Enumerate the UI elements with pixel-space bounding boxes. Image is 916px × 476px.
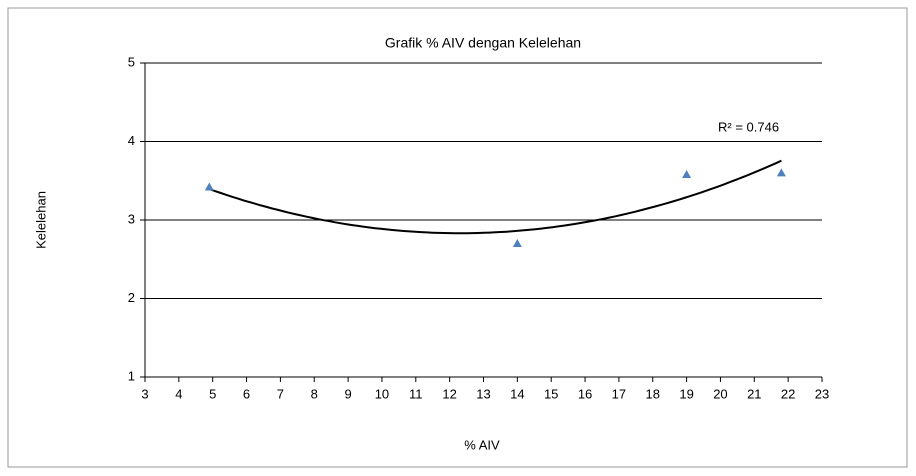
point: [512, 239, 522, 248]
x-tick-label: 8: [311, 386, 318, 401]
chart-frame: [7, 7, 908, 468]
x-tick-label: 19: [679, 386, 693, 401]
x-tick-label: 13: [476, 386, 490, 401]
x-tick-label: 23: [815, 386, 829, 401]
y-axis-label: Kelelehan: [33, 191, 48, 249]
chart-title: Grafik % AIV dengan Kelelehan: [385, 35, 581, 51]
x-tick-label: 3: [141, 386, 148, 401]
trendline-label: R² = 0.746: [718, 119, 779, 134]
y-tick-label: 1: [128, 368, 135, 383]
x-tick-label: 7: [277, 386, 284, 401]
x-tick-label: 14: [510, 386, 524, 401]
x-axis-label: % AIV: [464, 437, 500, 452]
x-tick-label: 15: [544, 386, 558, 401]
point: [682, 169, 692, 178]
point: [204, 182, 214, 191]
x-tick-label: 11: [409, 386, 423, 401]
y-tick-label: 4: [128, 133, 135, 148]
x-tick-label: 9: [344, 386, 351, 401]
x-tick-label: 21: [747, 386, 761, 401]
trendline: [208, 159, 782, 235]
x-tick-label: 10: [375, 386, 389, 401]
y-tick-label: 3: [128, 211, 135, 226]
y-tick-label: 5: [128, 54, 135, 69]
y-tick-label: 2: [128, 290, 135, 305]
x-tick-label: 16: [578, 386, 592, 401]
x-tick-label: 5: [209, 386, 216, 401]
x-tick-label: 22: [781, 386, 795, 401]
x-tick-label: 17: [612, 386, 626, 401]
x-tick-label: 6: [243, 386, 250, 401]
x-tick-label: 18: [646, 386, 660, 401]
x-tick-label: 4: [175, 386, 182, 401]
x-tick-label: 20: [713, 386, 727, 401]
x-tick-label: 12: [442, 386, 456, 401]
point: [776, 168, 786, 177]
